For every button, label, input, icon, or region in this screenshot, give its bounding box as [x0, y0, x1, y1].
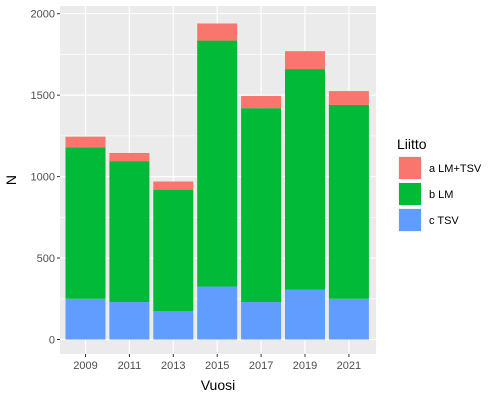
bars: [65, 23, 369, 340]
bar-b-lm-2021: [328, 104, 369, 299]
bar-c-tsv-2013: [153, 310, 194, 340]
legend: Liitto a LM+TSV b LM c TSV: [397, 136, 482, 232]
legend-swatch-c-tsv: [399, 209, 421, 231]
bar-b-lm-2017: [241, 108, 282, 303]
bar-c-tsv-2017: [241, 302, 282, 340]
x-axis-title: Vuosi: [201, 377, 236, 393]
x-tick-label: 2019: [293, 360, 317, 372]
bar-a-lm-tsv-2009: [65, 136, 106, 148]
y-tick-label: 2000: [31, 9, 55, 21]
bar-a-lm-tsv-2017: [241, 95, 282, 109]
x-tick-label: 2015: [205, 360, 229, 372]
bar-b-lm-2009: [65, 147, 106, 299]
bar-c-tsv-2019: [285, 289, 325, 340]
legend-label-b-lm: b LM: [429, 189, 453, 201]
x-tick-label: 2021: [337, 360, 361, 372]
x-tick-label: 2009: [73, 360, 97, 372]
legend-title: Liitto: [397, 136, 427, 152]
bar-b-lm-2013: [153, 189, 194, 311]
bar-a-lm-tsv-2011: [109, 152, 150, 162]
legend-label-a-lm-tsv: a LM+TSV: [429, 163, 482, 175]
y-axis-title: N: [3, 175, 19, 185]
x-tick-label: 2011: [118, 360, 142, 372]
y-tick-label: 1500: [31, 90, 55, 102]
legend-label-c-tsv: c TSV: [429, 215, 459, 227]
bar-a-lm-tsv-2015: [197, 23, 238, 41]
y-tick-label: 500: [37, 253, 55, 265]
bar-a-lm-tsv-2013: [153, 181, 194, 190]
legend-swatch-b-lm: [399, 183, 421, 205]
y-tick-label: 0: [49, 335, 55, 347]
bar-b-lm-2019: [285, 69, 325, 290]
bar-c-tsv-2011: [109, 302, 150, 340]
bar-c-tsv-2015: [197, 286, 238, 340]
bar-a-lm-tsv-2019: [285, 51, 325, 70]
bar-c-tsv-2009: [65, 298, 106, 340]
y-tick-label: 1000: [31, 172, 55, 184]
bar-a-lm-tsv-2021: [328, 91, 369, 105]
legend-swatch-a-lm-tsv: [399, 157, 421, 179]
x-tick-label: 2017: [249, 360, 273, 372]
bar-b-lm-2011: [109, 161, 150, 303]
x-tick-label: 2013: [161, 360, 185, 372]
bar-c-tsv-2021: [328, 298, 369, 340]
y-axis-ticks: 0 500 1000 1500 2000: [31, 9, 60, 347]
x-axis-ticks: 2009 2011 2013 2015 2017 2019 2021: [73, 354, 361, 372]
bar-b-lm-2015: [197, 40, 238, 287]
